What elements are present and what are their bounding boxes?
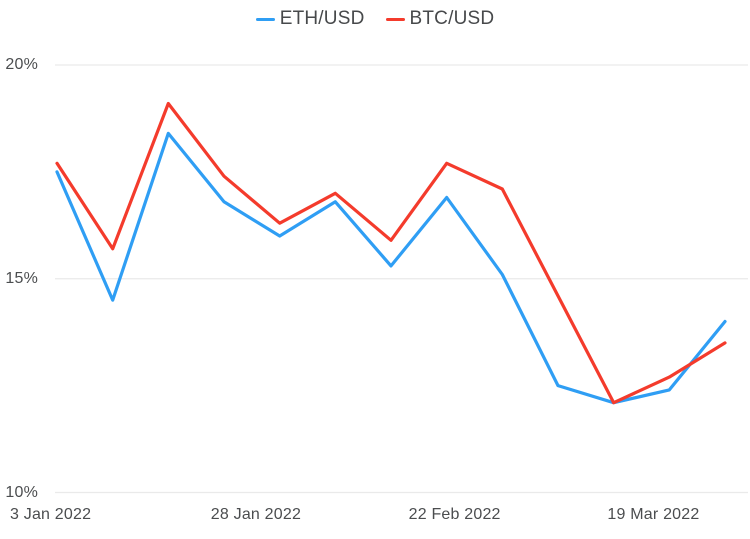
legend-label-eth-usd: ETH/USD [279, 8, 365, 29]
y-axis-tick-label: 15% [5, 269, 38, 287]
x-axis-tick-label: 19 Mar 2022 [607, 506, 700, 523]
x-axis-tick-label: 28 Jan 2022 [210, 506, 302, 523]
y-axis-tick-label: 20% [5, 56, 38, 73]
y-axis-tick-label: 10% [5, 483, 38, 501]
legend-label-btc-usd: BTC/USD [409, 8, 495, 29]
chart-legend: ETH/USD BTC/USD [0, 8, 750, 30]
btc-usd-line-swatch-icon [385, 17, 405, 21]
eth-usd-line[interactable] [55, 131, 727, 405]
legend-item-btc-usd[interactable]: BTC/USD [385, 8, 495, 30]
btc-usd-line[interactable] [55, 101, 727, 405]
eth-usd-line-swatch-icon [255, 17, 275, 21]
x-axis-tick-label: 3 Jan 2022 [10, 506, 92, 523]
x-axis-tick-label: 22 Feb 2022 [408, 506, 501, 523]
legend-item-eth-usd[interactable]: ETH/USD [255, 8, 365, 30]
